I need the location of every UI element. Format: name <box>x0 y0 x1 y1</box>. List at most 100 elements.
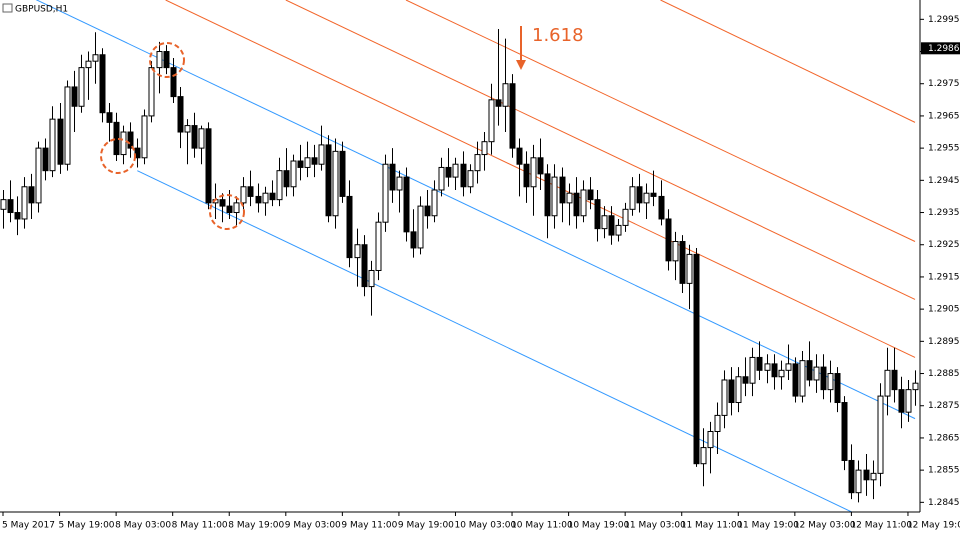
candle-body <box>64 86 71 165</box>
candle-body <box>658 195 665 220</box>
candle-body <box>445 166 452 178</box>
y-tick-label: 1.2875 <box>928 401 960 411</box>
candle-body <box>679 241 686 284</box>
candle-body <box>191 125 198 149</box>
x-tick-label: 10 May 03:00 <box>454 521 516 531</box>
candle-body <box>665 218 672 262</box>
candle-body <box>283 170 290 188</box>
candle-body <box>141 115 148 159</box>
candle-body <box>332 150 339 217</box>
candle-body <box>269 192 276 201</box>
current-price-label: 1.2986 <box>928 44 960 54</box>
candle-body <box>714 414 721 432</box>
candle-body <box>502 83 509 107</box>
candle-body <box>14 212 21 220</box>
x-tick-label: 11 May 11:00 <box>681 521 743 531</box>
candle-body <box>735 376 742 404</box>
candle-body <box>537 157 544 175</box>
candle-body <box>85 60 92 69</box>
candle-body <box>382 163 389 223</box>
candle-body <box>693 253 700 465</box>
candle-body <box>339 150 346 197</box>
x-tick-label: 9 May 19:00 <box>398 521 454 531</box>
channel-line <box>35 0 916 420</box>
candle-body <box>205 128 212 204</box>
candle-body <box>841 402 848 461</box>
y-tick-label: 1.2905 <box>928 305 960 315</box>
candle-body <box>877 395 884 474</box>
candle-body <box>255 195 262 204</box>
candle-body <box>551 176 558 217</box>
candle-body <box>559 176 566 204</box>
candle-body <box>71 86 78 107</box>
candle-body <box>431 189 438 217</box>
candle-body <box>756 356 763 371</box>
candle-body <box>863 469 870 481</box>
highlight-circle <box>149 42 185 78</box>
candle-body <box>78 67 85 107</box>
candle-body <box>417 205 424 249</box>
channel-line <box>660 0 916 123</box>
candle-body <box>42 147 49 172</box>
candle-body <box>410 231 417 249</box>
channel-line <box>285 0 916 300</box>
y-tick-label: 1.2945 <box>928 176 960 186</box>
y-tick-label: 1.2895 <box>928 337 960 347</box>
candle-body <box>28 186 35 204</box>
candle-body <box>290 160 297 188</box>
candle-body <box>898 389 905 413</box>
candle-body <box>707 430 714 449</box>
candle-body <box>587 189 594 201</box>
channel-line <box>137 170 853 512</box>
candle-body <box>460 163 467 188</box>
candle-body <box>240 186 247 204</box>
candle-body <box>820 366 827 391</box>
candle-body <box>198 128 205 149</box>
candle-body <box>325 144 332 217</box>
candle-body <box>530 157 537 188</box>
candle-body <box>686 253 693 284</box>
highlight-circle <box>100 138 136 174</box>
x-tick-label: 11 May 03:00 <box>624 521 686 531</box>
candle-body <box>742 376 749 384</box>
candle-body <box>276 170 283 201</box>
y-tick-label: 1.2915 <box>928 272 960 282</box>
y-tick-label: 1.2925 <box>928 240 960 250</box>
candle-body <box>120 131 127 156</box>
candle-body <box>771 363 778 378</box>
candle-body <box>57 118 64 165</box>
candle-body <box>467 170 474 188</box>
candle-body <box>99 54 106 114</box>
candle-body <box>834 373 841 404</box>
candle-body <box>318 144 325 165</box>
candle-body <box>396 176 403 191</box>
candle-body <box>361 244 368 288</box>
candle-body <box>721 379 728 416</box>
candle-body <box>566 192 573 204</box>
window-title: GBPUSD,H1 <box>15 5 68 15</box>
candle-body <box>615 224 622 236</box>
candle-body <box>354 244 361 259</box>
candle-body <box>700 447 707 465</box>
annotation: 1.618 <box>532 25 584 46</box>
candle-body <box>629 186 636 210</box>
candle-body <box>262 192 269 204</box>
y-tick-label: 1.2845 <box>928 498 960 508</box>
candle-body <box>764 363 771 371</box>
channel-line <box>405 0 916 242</box>
candle-body <box>134 147 141 159</box>
candle-body <box>452 163 459 178</box>
candle-body <box>488 99 495 143</box>
x-tick-label: 12 May 11:00 <box>850 521 912 531</box>
candle-body <box>424 205 431 217</box>
x-tick-label: 8 May 19:00 <box>228 521 284 531</box>
candle-body <box>891 369 898 391</box>
candle-body <box>594 199 601 230</box>
y-tick-label: 1.2865 <box>928 433 960 443</box>
candle-body <box>177 96 184 133</box>
candle-body <box>92 54 99 62</box>
x-tick-label: 10 May 19:00 <box>568 521 630 531</box>
y-tick-label: 1.2955 <box>928 144 960 154</box>
candle-body <box>7 199 14 214</box>
markers: 1.618 <box>100 25 584 230</box>
